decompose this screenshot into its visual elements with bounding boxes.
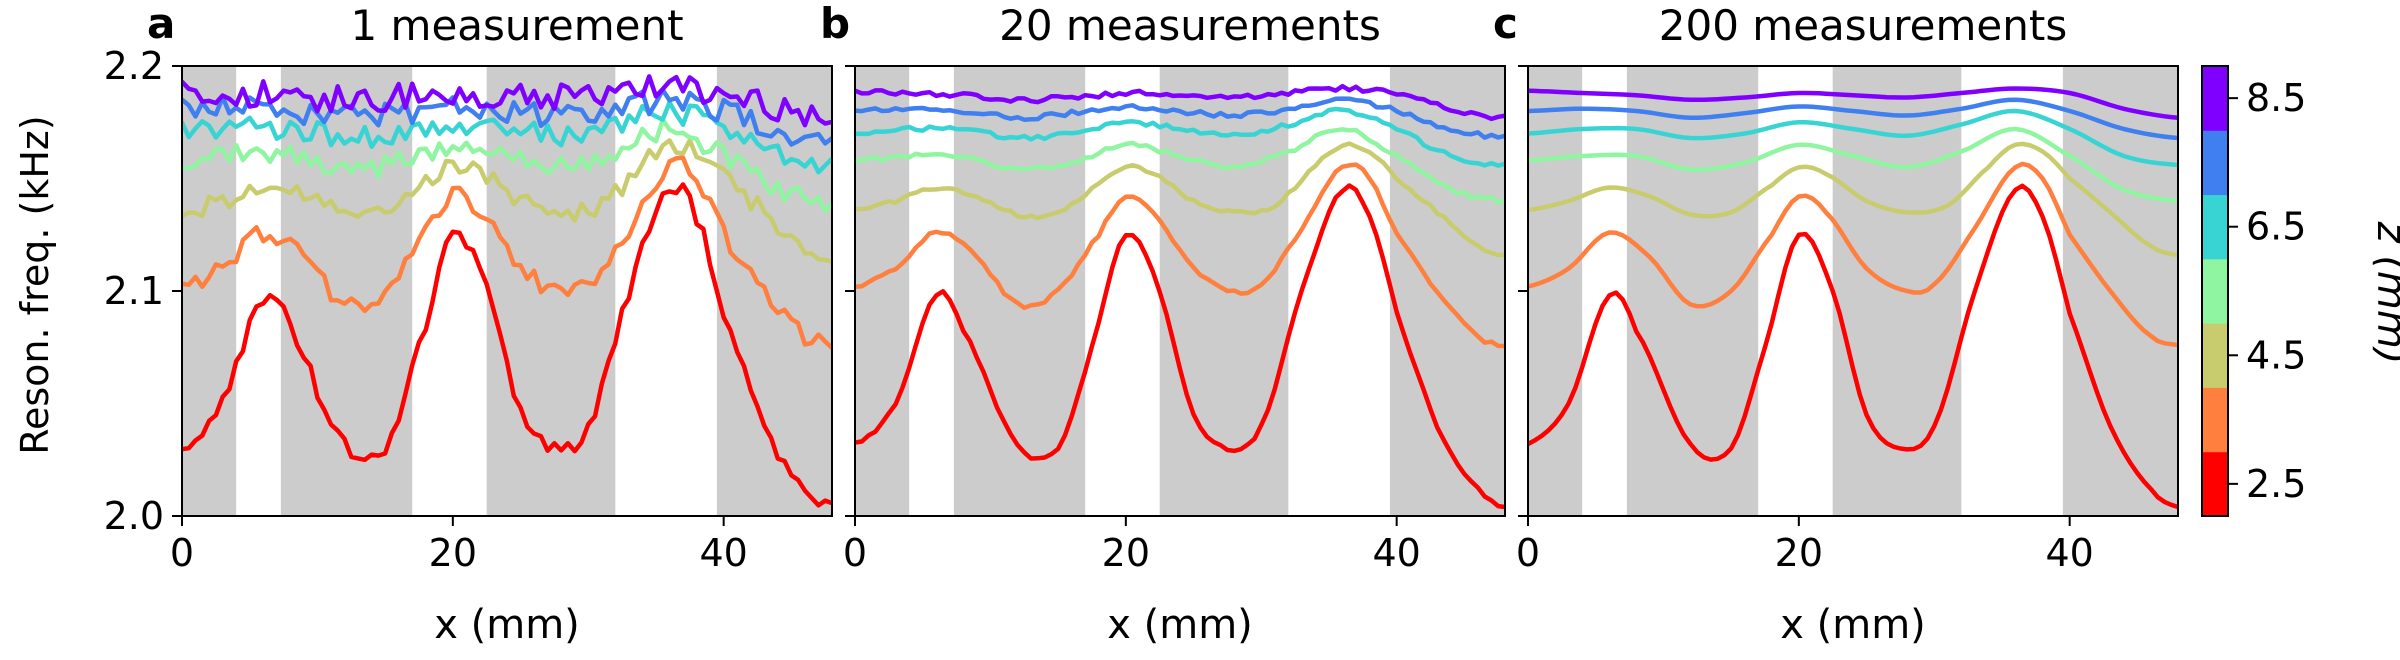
colorbar-segment <box>2202 451 2228 517</box>
series-line <box>182 117 832 214</box>
x-tick-label: 0 <box>843 531 867 575</box>
x-tick-label: 20 <box>429 531 477 575</box>
colorbar-tick-label: 2.5 <box>2246 462 2306 506</box>
series-line <box>182 155 832 351</box>
colorbar-tick-label: 6.5 <box>2246 205 2306 249</box>
colorbar-segment <box>2202 66 2228 131</box>
series-line <box>855 183 1505 510</box>
series-line <box>182 182 832 508</box>
series-line <box>855 83 1505 122</box>
series-line <box>1528 141 2178 258</box>
y-tick-label: 2.1 <box>104 269 164 313</box>
panel-a: 0 20 40 2.0 2.1 2.2 x (mm) 1 measurement a <box>104 0 833 648</box>
colorbar-segment <box>2202 387 2228 453</box>
series-line <box>855 162 1505 349</box>
series-line <box>1528 108 2178 168</box>
colorbar-tick-label: 4.5 <box>2246 333 2306 377</box>
panel-c: 0 20 40 x (mm) 200 measurements c <box>1493 0 2179 648</box>
series-line <box>855 96 1505 140</box>
gray-band <box>486 66 616 516</box>
colorbar-segment <box>2202 194 2228 260</box>
x-axis-label: x (mm) <box>434 602 580 648</box>
panel-b: 0 20 40 x (mm) 20 measurements b <box>820 0 1506 648</box>
gray-band <box>1389 66 1505 516</box>
panel-title: 1 measurement <box>350 1 683 50</box>
series-line <box>1528 161 2178 348</box>
panel-letter: c <box>1493 0 1518 48</box>
x-tick-label: 0 <box>1516 531 1540 575</box>
panel-title: 200 measurements <box>1659 1 2067 50</box>
series-line <box>1528 86 2178 121</box>
series-line <box>855 106 1505 168</box>
panel-letter: a <box>147 0 175 48</box>
colorbar-label: z (mm) <box>2368 221 2400 365</box>
x-axis-label: x (mm) <box>1107 602 1253 648</box>
colorbar-tick-label: 8.5 <box>2246 76 2306 120</box>
series-line <box>182 137 832 264</box>
series-line <box>855 127 1505 205</box>
x-tick-label: 20 <box>1102 531 1150 575</box>
series-line <box>1528 126 2178 204</box>
x-tick-label: 0 <box>170 531 194 575</box>
colorbar: 2.5 4.5 6.5 8.5 <box>2201 65 2306 517</box>
gray-band <box>2062 66 2178 516</box>
panel-title: 20 measurements <box>999 1 1381 50</box>
gray-band <box>182 66 237 516</box>
panels: 0 20 40 2.0 2.1 2.2 x (mm) 1 measurement a 0 20 40 x… <box>104 0 2179 648</box>
series-line <box>1528 183 2178 510</box>
x-tick-label: 40 <box>699 531 747 575</box>
series-line <box>182 87 832 147</box>
series-line <box>855 141 1505 258</box>
y-tick-label: 2.2 <box>104 44 164 88</box>
series-line <box>1528 97 2178 141</box>
series-line <box>182 74 832 128</box>
colorbar-frame <box>2201 65 2229 517</box>
colorbar-segment <box>2202 130 2228 196</box>
y-axis-label: Reson. freq. (kHz) <box>13 115 57 454</box>
colorbar-segment <box>2202 258 2228 324</box>
x-axis-label: x (mm) <box>1780 602 1926 648</box>
y-tick-label: 2.0 <box>104 494 164 538</box>
panel-letter: b <box>820 0 850 48</box>
gray-band <box>1832 66 1962 516</box>
x-tick-label: 40 <box>1372 531 1420 575</box>
x-tick-label: 20 <box>1775 531 1823 575</box>
x-tick-label: 40 <box>2045 531 2093 575</box>
colorbar-segment <box>2202 323 2228 388</box>
series-line <box>182 100 832 175</box>
